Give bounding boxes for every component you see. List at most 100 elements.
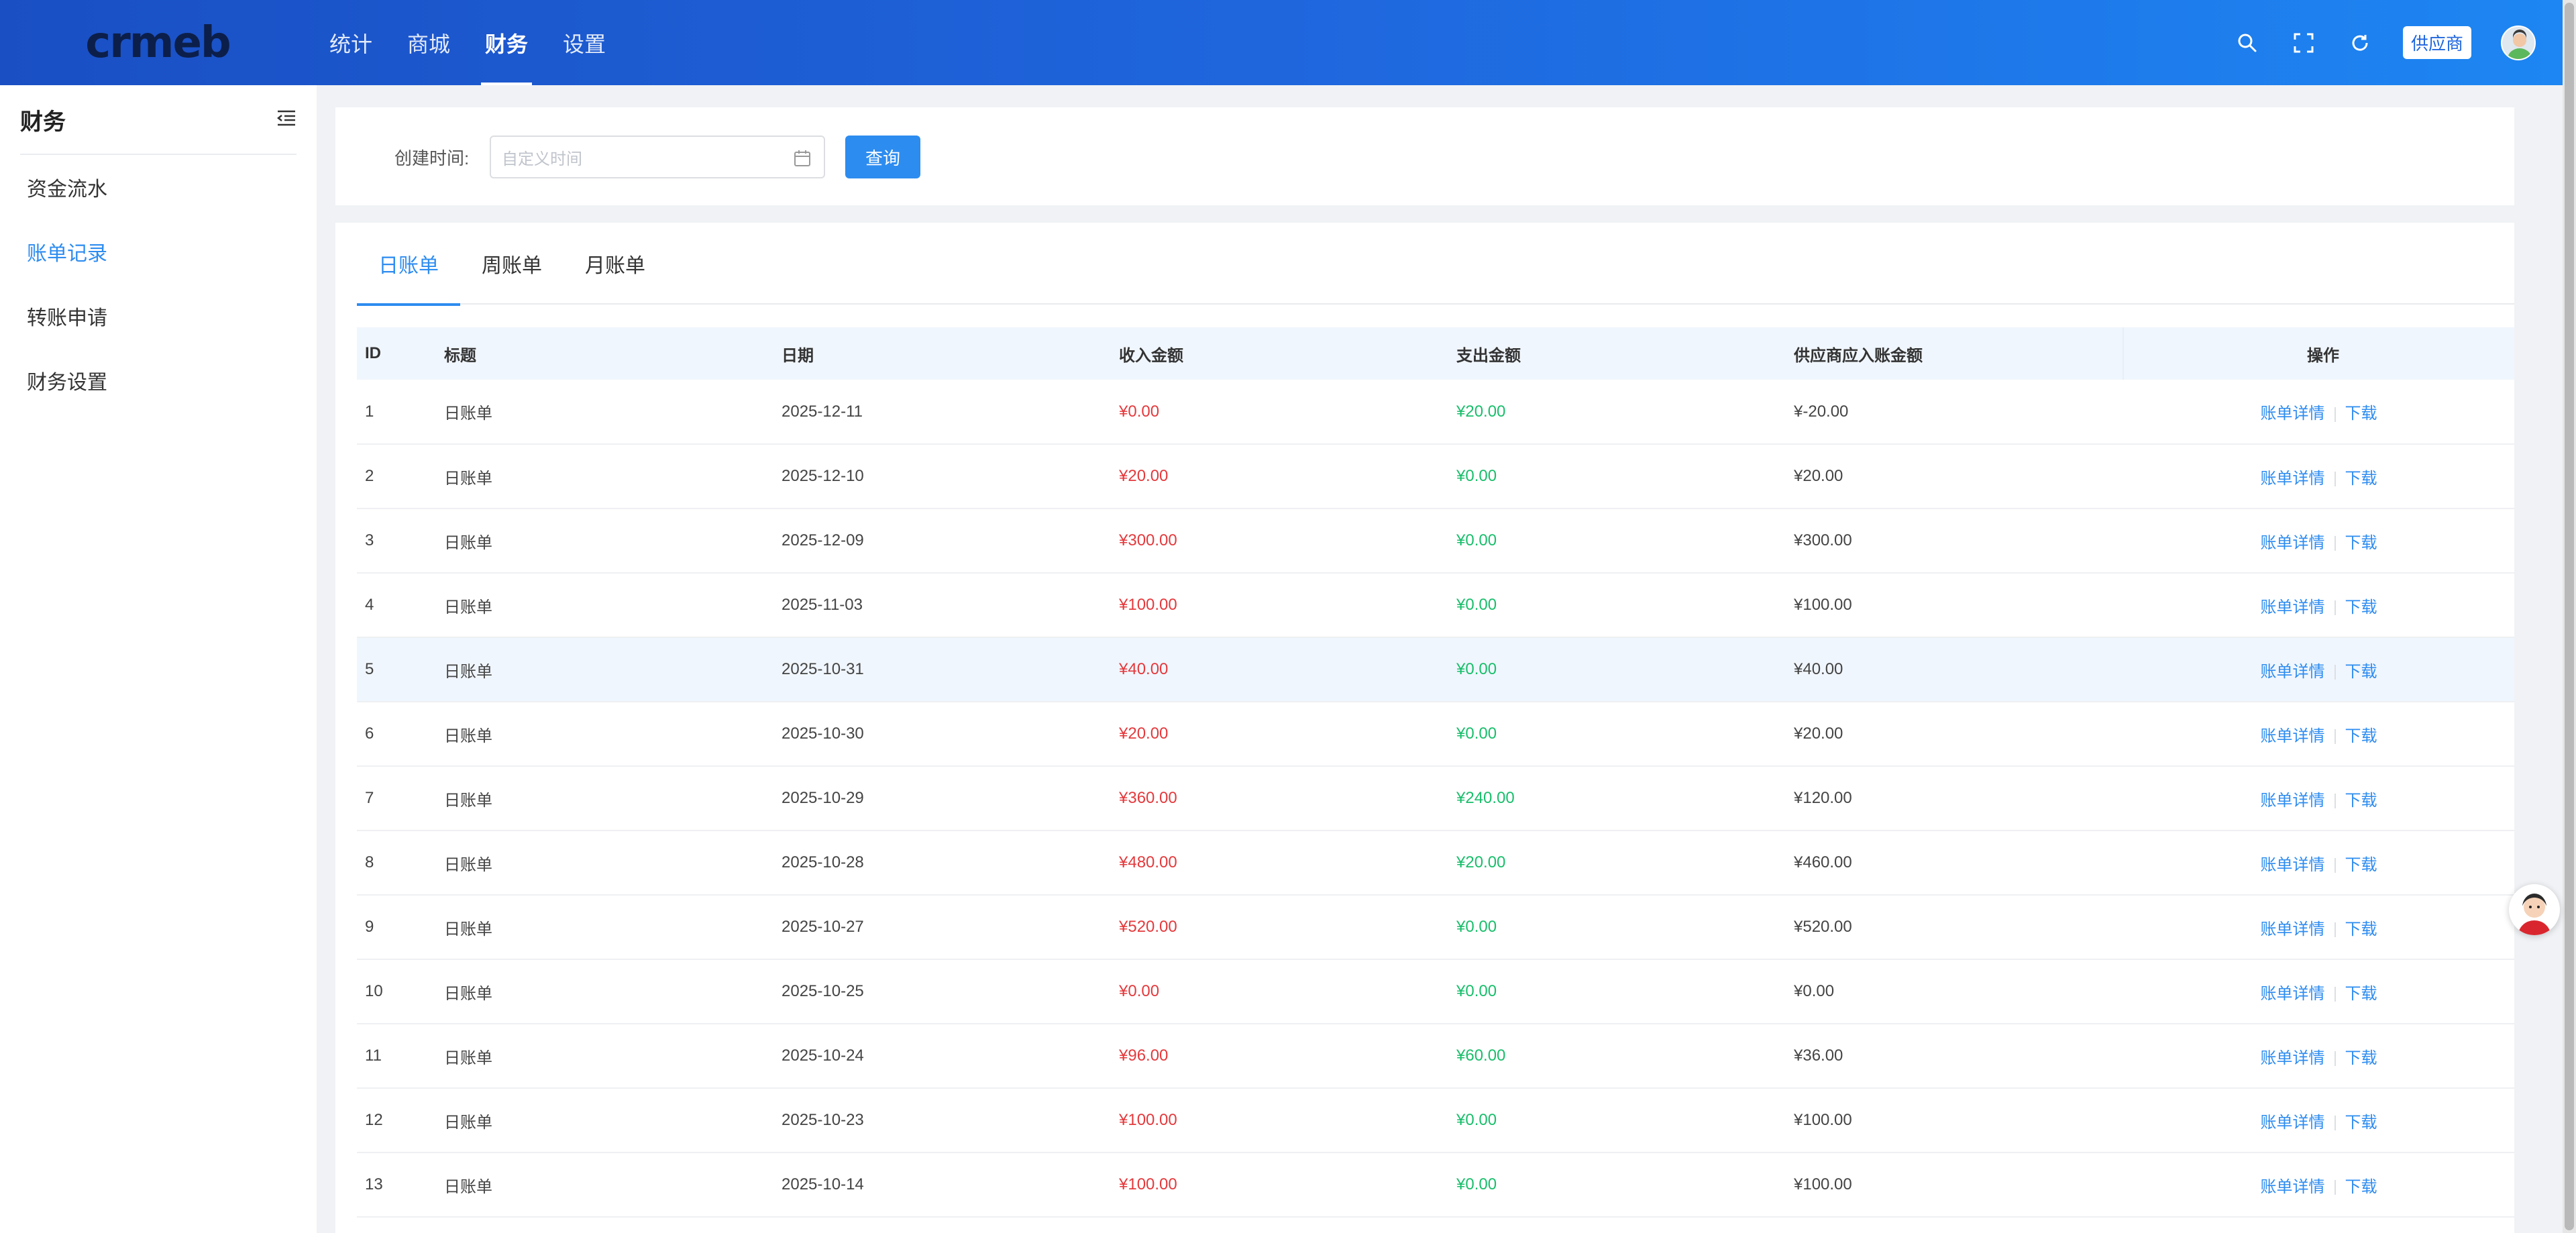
cell-date: 2025-12-11 xyxy=(773,380,1111,445)
cell-net: ¥-20.00 xyxy=(1786,380,2123,445)
download-link[interactable]: 下载 xyxy=(2345,727,2377,745)
table-row: 12 日账单 2025-10-23 ¥100.00 ¥0.00 ¥100.00 账单详情 下载 xyxy=(357,1088,2514,1153)
sidebar-item-transfer-apply[interactable]: 转账申请 xyxy=(27,307,107,329)
cell-income: ¥480.00 xyxy=(1111,830,1448,896)
bill-table-panel: 日账单 周账单 月账单 ID 标题 日期 收入金额 支出金额 供应商应入账金额 … xyxy=(335,223,2514,1233)
bill-detail-link[interactable]: 账单详情 xyxy=(2260,1049,2325,1067)
table-header-row: ID 标题 日期 收入金额 支出金额 供应商应入账金额 操作 xyxy=(357,327,2514,380)
cell-id: 2 xyxy=(357,444,436,509)
download-link[interactable]: 下载 xyxy=(2345,984,2377,1003)
table-row: 13 日账单 2025-10-14 ¥100.00 ¥0.00 ¥100.00 账单详情 下载 xyxy=(357,1152,2514,1218)
download-link[interactable]: 下载 xyxy=(2345,598,2377,616)
table-row: 10 日账单 2025-10-25 ¥0.00 ¥0.00 ¥0.00 账单详情 下载 xyxy=(357,959,2514,1024)
calendar-icon xyxy=(793,149,812,172)
cell-id: 7 xyxy=(357,766,436,831)
cell-title: 日账单 xyxy=(436,637,773,702)
bill-type-tabs: 日账单 周账单 月账单 xyxy=(357,223,2514,306)
table-row: 2 日账单 2025-12-10 ¥20.00 ¥0.00 ¥20.00 账单详情 下载 xyxy=(357,444,2514,509)
tab-daily[interactable]: 日账单 xyxy=(357,223,460,306)
sidebar-header: 财务 xyxy=(20,85,297,155)
top-nav-stats[interactable]: 统计 xyxy=(329,32,373,56)
collapse-menu-icon[interactable] xyxy=(276,109,297,130)
top-nav: 统计 商城 财务 设置 xyxy=(312,0,623,85)
assistant-avatar[interactable] xyxy=(2509,884,2560,935)
fullscreen-icon[interactable] xyxy=(2290,30,2317,56)
col-header-expense: 支出金额 xyxy=(1448,327,1786,380)
user-avatar[interactable] xyxy=(2501,25,2536,60)
download-link[interactable]: 下载 xyxy=(2345,855,2377,874)
action-divider xyxy=(2334,858,2336,873)
table-row: 4 日账单 2025-11-03 ¥100.00 ¥0.00 ¥100.00 账单详情 下载 xyxy=(357,573,2514,638)
cell-title: 日账单 xyxy=(436,766,773,831)
download-link[interactable]: 下载 xyxy=(2345,1113,2377,1132)
col-header-actions: 操作 xyxy=(2123,327,2514,380)
download-link[interactable]: 下载 xyxy=(2345,662,2377,681)
bill-detail-link[interactable]: 账单详情 xyxy=(2260,727,2325,745)
cell-actions: 账单详情 下载 xyxy=(2123,380,2514,445)
bill-table: ID 标题 日期 收入金额 支出金额 供应商应入账金额 操作 1 日账单 2025-… xyxy=(357,327,2514,1218)
cell-expense: ¥0.00 xyxy=(1448,508,1786,574)
top-nav-finance[interactable]: 财务 xyxy=(468,0,545,85)
table-row: 11 日账单 2025-10-24 ¥96.00 ¥60.00 ¥36.00 账单详情 下载 xyxy=(357,1024,2514,1089)
tab-weekly[interactable]: 周账单 xyxy=(482,255,542,277)
query-button[interactable]: 查询 xyxy=(845,136,920,178)
col-header-income: 收入金额 xyxy=(1111,327,1448,380)
cell-expense: ¥0.00 xyxy=(1448,573,1786,638)
bill-detail-link[interactable]: 账单详情 xyxy=(2260,984,2325,1003)
page-scrollbar-thumb[interactable] xyxy=(2565,3,2574,1230)
action-divider xyxy=(2334,729,2336,745)
bill-detail-link[interactable]: 账单详情 xyxy=(2260,533,2325,552)
tab-monthly[interactable]: 月账单 xyxy=(585,255,645,277)
search-icon[interactable] xyxy=(2234,30,2261,56)
bill-detail-link[interactable]: 账单详情 xyxy=(2260,598,2325,616)
download-link[interactable]: 下载 xyxy=(2345,791,2377,810)
cell-expense: ¥60.00 xyxy=(1448,1024,1786,1089)
download-link[interactable]: 下载 xyxy=(2345,1049,2377,1067)
top-nav-settings[interactable]: 设置 xyxy=(563,32,606,56)
bill-detail-link[interactable]: 账单详情 xyxy=(2260,662,2325,681)
cell-actions: 账单详情 下载 xyxy=(2123,1024,2514,1089)
bill-detail-link[interactable]: 账单详情 xyxy=(2260,1113,2325,1132)
cell-date: 2025-10-29 xyxy=(773,766,1111,831)
cell-income: ¥300.00 xyxy=(1111,508,1448,574)
bill-detail-link[interactable]: 账单详情 xyxy=(2260,920,2325,939)
logo[interactable]: crmeb xyxy=(85,18,231,68)
top-nav-mall[interactable]: 商城 xyxy=(407,32,451,56)
cell-date: 2025-10-30 xyxy=(773,702,1111,767)
download-link[interactable]: 下载 xyxy=(2345,469,2377,488)
cell-title: 日账单 xyxy=(436,573,773,638)
cell-income: ¥96.00 xyxy=(1111,1024,1448,1089)
cell-id: 9 xyxy=(357,895,436,960)
supplier-badge[interactable]: 供应商 xyxy=(2402,26,2471,59)
action-divider xyxy=(2334,536,2336,551)
sidebar-item-bill-records[interactable]: 账单记录 xyxy=(27,243,107,265)
action-divider xyxy=(2334,600,2336,616)
cell-expense: ¥0.00 xyxy=(1448,702,1786,767)
page-scrollbar[interactable] xyxy=(2563,0,2576,1233)
date-range-input[interactable]: 自定义时间 xyxy=(490,136,825,178)
download-link[interactable]: 下载 xyxy=(2345,1177,2377,1196)
header-tools: 供应商 xyxy=(2234,0,2536,85)
refresh-icon[interactable] xyxy=(2347,30,2373,56)
cell-date: 2025-10-14 xyxy=(773,1152,1111,1218)
download-link[interactable]: 下载 xyxy=(2345,920,2377,939)
sidebar-item-finance-settings[interactable]: 财务设置 xyxy=(27,372,107,394)
col-header-id: ID xyxy=(357,327,436,380)
cell-actions: 账单详情 下载 xyxy=(2123,508,2514,574)
download-link[interactable]: 下载 xyxy=(2345,533,2377,552)
cell-date: 2025-10-31 xyxy=(773,637,1111,702)
sidebar-item-fund-flow[interactable]: 资金流水 xyxy=(27,178,107,201)
cell-net: ¥0.00 xyxy=(1786,959,2123,1024)
cell-net: ¥120.00 xyxy=(1786,766,2123,831)
bill-detail-link[interactable]: 账单详情 xyxy=(2260,855,2325,874)
download-link[interactable]: 下载 xyxy=(2345,405,2377,423)
table-row: 9 日账单 2025-10-27 ¥520.00 ¥0.00 ¥520.00 账单详情 下载 xyxy=(357,895,2514,960)
top-header: crmeb 统计 商城 财务 设置 供应商 xyxy=(0,0,2563,85)
bill-detail-link[interactable]: 账单详情 xyxy=(2260,791,2325,810)
cell-net: ¥100.00 xyxy=(1786,1152,2123,1218)
action-divider xyxy=(2334,665,2336,680)
bill-detail-link[interactable]: 账单详情 xyxy=(2260,469,2325,488)
bill-detail-link[interactable]: 账单详情 xyxy=(2260,1177,2325,1196)
action-divider xyxy=(2334,922,2336,938)
bill-detail-link[interactable]: 账单详情 xyxy=(2260,405,2325,423)
